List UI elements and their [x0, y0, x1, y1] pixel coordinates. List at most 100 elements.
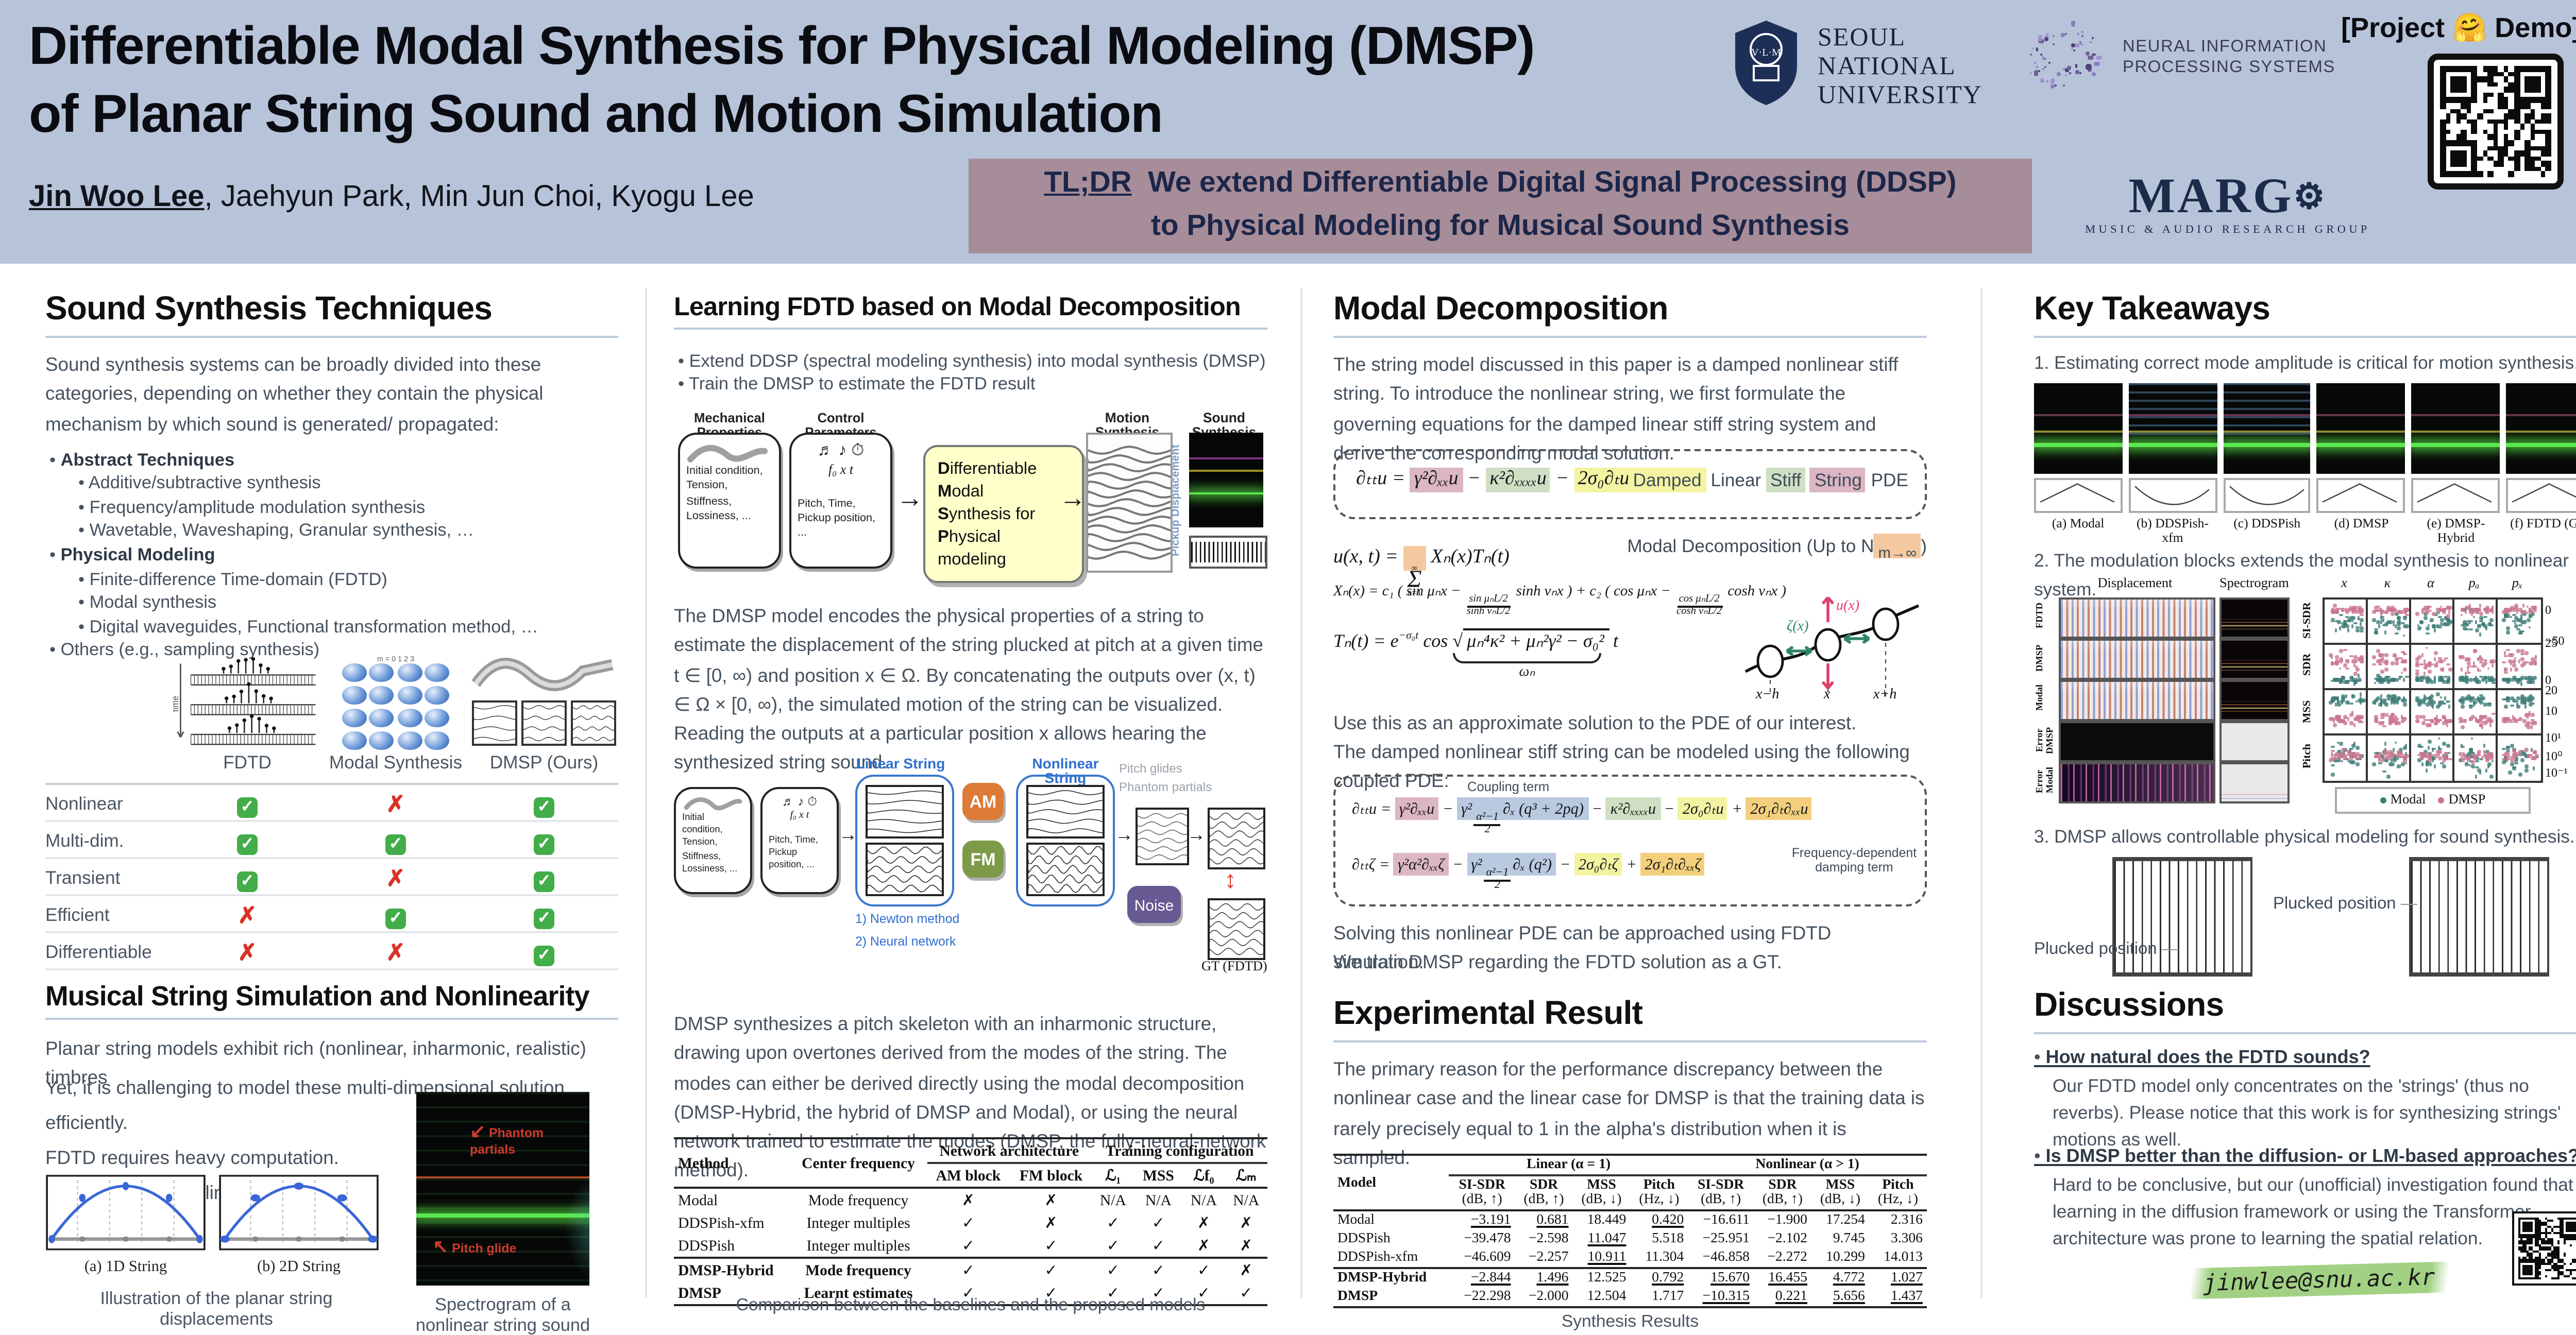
header-band: Differentiable Modal Synthesis for Physi…	[0, 0, 2576, 264]
time-axis-label: time	[173, 696, 180, 712]
string-motion-right	[2409, 857, 2549, 977]
mode-shape-cell	[342, 708, 367, 728]
scatter-cell	[2366, 688, 2413, 738]
coupled-pde-eq1: ∂ₜₜu = γ²∂ₓₓu − γ² α²−1 2 ∂ₓ (q³ + 2pq) − κ…	[1352, 797, 1812, 838]
methods-table-caption: Comparison between the baselines and the…	[736, 1294, 1206, 1314]
control-symbols: f₀ x t	[828, 463, 853, 478]
mode-amplitude-panels: (a) Modal (b) DDSPish-xfm (c) DDSPish (d) D…	[2034, 383, 2576, 546]
control-params-box-small: ♬ ♪ ⏱ f₀ x t Pitch, Time, Pickup positio…	[760, 787, 839, 894]
panel-spectrogram	[2128, 383, 2217, 474]
spectrogram-image	[2219, 762, 2290, 803]
scatter-col-header: x	[2341, 577, 2347, 591]
column-3: Modal Decomposition The string model dis…	[1333, 264, 1927, 1331]
spectrogram-image	[2219, 597, 2290, 639]
control-params-box: ♬ ♪ ⏱ f₀ x t Pitch, Time, Pickup positio…	[789, 433, 892, 569]
takeaway-panel: (d) DMSP	[2317, 383, 2406, 546]
dmsp-figure: DMSP (Ours)	[470, 655, 618, 773]
equation-term: +	[1622, 855, 1641, 874]
mode-shape-cell	[425, 663, 449, 683]
modal-micro-label: m = 0 1 2 3	[377, 655, 415, 663]
panel-caption: (c) DDSPish	[2233, 517, 2301, 532]
bullet: Modal synthesis	[78, 592, 618, 612]
marg-mar: MAR	[2128, 171, 2253, 225]
linear-string-label: Linear String	[856, 758, 945, 773]
matrix-row: Differentiable ✗ ✗ ✓	[45, 933, 618, 970]
matrix-cell: ✗	[321, 784, 470, 821]
author-lead: Jin Woo Lee	[29, 181, 205, 214]
spectrogram-image	[2219, 721, 2290, 762]
contact-email[interactable]: jinwlee@snu.ac.kr	[2190, 1261, 2448, 1299]
matrix-row-label: Differentiable	[45, 940, 152, 961]
damped-pde-label: Damped Linear Stiff String PDE	[1629, 468, 1908, 492]
check-icon: ✓	[534, 833, 554, 854]
synthesis-output-image	[1208, 808, 1265, 869]
matrix-cell: ✓	[470, 821, 618, 858]
control-symbols: f₀ x t	[790, 812, 809, 823]
bullet: Wavetable, Waveshaping, Granular synthes…	[78, 520, 618, 541]
equation-term: κ²∂ₓₓₓₓu	[1606, 797, 1660, 820]
bullet: Digital waveguides, Functional transform…	[78, 615, 618, 636]
scatter-row-label: Pitch	[2302, 744, 2314, 768]
fdtd-image: time	[173, 655, 321, 746]
synthesis-results-table: Model Linear (α = 1) Nonlinear (α > 1) SI-S…	[1333, 1154, 1927, 1308]
mech-properties-box-small: Initial condition, Tension, Stiffness, L…	[674, 787, 752, 894]
results-table-row: DDSPish −39.478 −2.598 11.047 5.518 −25.951 −2…	[1337, 1232, 1923, 1246]
bullet: Additive/subtractive synthesis	[78, 472, 618, 493]
section-heading-learning-fdtd: Learning FDTD based on Modal Decompositi…	[674, 293, 1267, 330]
results-table-row: Modal −3.191 0.681 18.449 0.420 −16.611 −1.900…	[1333, 1210, 1927, 1230]
pitch-glides-note: Pitch glides	[1119, 764, 1182, 777]
poster-title: Differentiable Modal Synthesis for Physi…	[29, 12, 1535, 149]
equation-term: Damped	[1629, 468, 1706, 492]
methods-comparison-table: Method Center frequency Network architectu…	[674, 1137, 1267, 1306]
mode-shape-cell	[369, 708, 394, 728]
equation-term: String	[1810, 468, 1866, 492]
takeaway-panel: (a) Modal	[2034, 383, 2123, 546]
equation-term: PDE	[1866, 470, 1908, 490]
mode-shape-cell	[342, 730, 367, 750]
dmsp-caption: DMSP (Ours)	[489, 752, 599, 773]
cross-icon: ✗	[238, 903, 257, 928]
methods-table-row: Modal Mode frequency ✗ ✗ N/A N/A N/A N/A	[674, 1188, 1267, 1211]
tldr-label: TL;DR	[1044, 167, 1132, 201]
omega-underbrace: ωₙ	[1453, 653, 1601, 680]
matrix-cell: ✓	[173, 821, 321, 858]
arrow-icon: →	[1187, 824, 1206, 845]
mode-shape-cell	[425, 686, 449, 705]
figure-row-label: Modal	[2034, 685, 2044, 712]
scatter-col-header: pₐ	[2468, 577, 2480, 591]
scatter-tick-label: 20	[2545, 686, 2557, 698]
scatter-cell	[2452, 733, 2500, 783]
equation-term: Stiff	[1766, 468, 1806, 492]
gt-fdtd-label: GT (FDTD)	[1201, 960, 1267, 974]
matrix-cell: ✗	[173, 932, 321, 969]
neural-network-note: 2) Neural network	[855, 934, 956, 949]
dmsp-pipeline-diagram: Mechanical Properties Initial condition,…	[674, 412, 1267, 593]
takeaway-panel: (c) DDSPish	[2223, 383, 2311, 546]
train-gt-text: We train DMSP regarding the FDTD solutio…	[1333, 952, 1782, 972]
legend-item: Modal	[2380, 793, 2426, 808]
panel-caption: (d) DMSP	[2334, 517, 2389, 532]
scatter-cell	[2366, 643, 2413, 692]
figure-row-label: Error Modal	[2034, 767, 2055, 794]
nonlinear-spectrogram: ↙ Phantom partials ↖ Pitch glide	[416, 1092, 589, 1286]
matrix-row: Nonlinear ✓ ✗ ✓	[45, 785, 618, 822]
matrix-row: Multi-dim. ✓ ✓ ✓	[45, 822, 618, 859]
u-label: u(x)	[1836, 597, 1859, 613]
mech-properties-box: Initial condition, Tension, Stiffness, L…	[678, 433, 781, 569]
phantom-partials-note: Phantom partials	[1119, 783, 1212, 795]
mech-properties-text: Initial condition, Tension, Stiffness, L…	[682, 812, 738, 873]
string-1d-caption: (a) 1D String	[84, 1257, 167, 1275]
dmsp-mini-plot	[521, 700, 567, 746]
sound-synthesis-bullets: Abstract Techniques Additive/subtractive …	[45, 445, 618, 663]
equation-term: κ²∂ₓₓₓₓu	[1485, 468, 1551, 492]
equation-term: Modal Decomposition (Up to N	[1627, 536, 1874, 556]
cross-icon: ✗	[238, 940, 257, 965]
scatter-cell	[2366, 597, 2413, 647]
snu-crest-logo: V·L·M	[1735, 21, 1797, 105]
displacement-header: Displacement	[2097, 577, 2173, 591]
takeaway-1-text: 1. Estimating correct mode amplitude is …	[2034, 352, 2576, 373]
control-params-text: Pitch, Time, Pickup position, ...	[798, 498, 876, 540]
mode-shape-cell	[397, 708, 422, 728]
string-1d-plot	[45, 1174, 206, 1257]
project-demo-link[interactable]: [Project 🤗 Demo]	[2341, 12, 2576, 43]
